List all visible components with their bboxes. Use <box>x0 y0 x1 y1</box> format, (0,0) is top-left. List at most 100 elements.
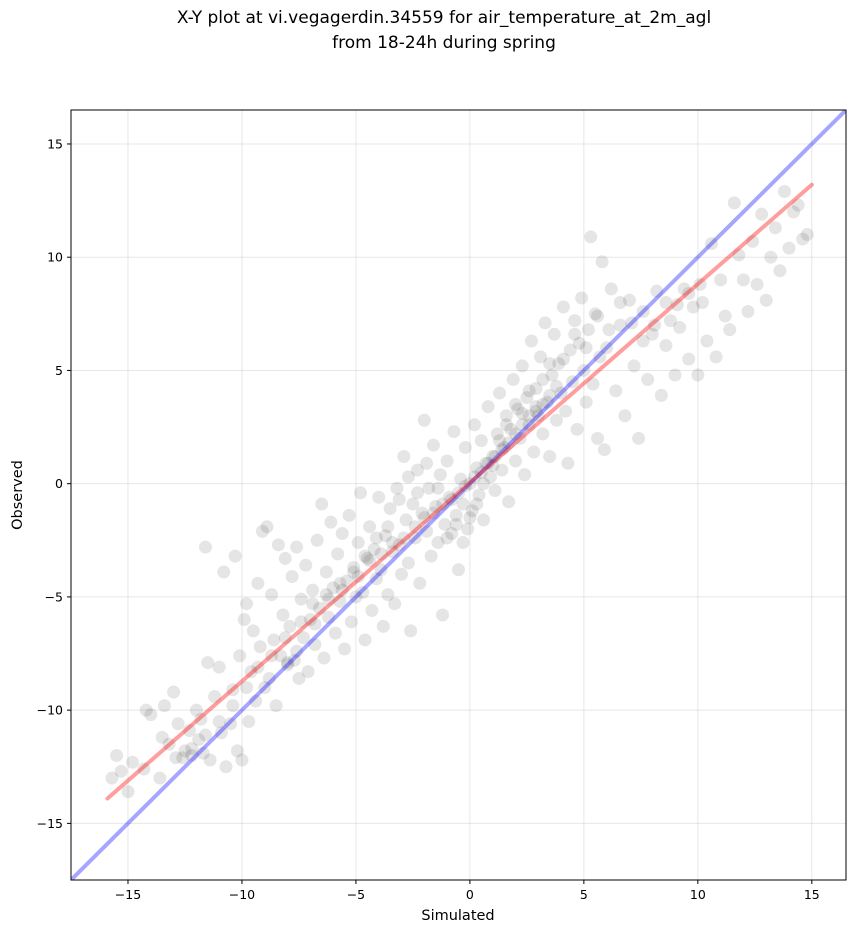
scatter-point-116 <box>420 524 434 538</box>
scatter-point-165 <box>531 409 545 423</box>
scatter-point-248 <box>385 536 399 550</box>
scatter-point-284 <box>543 357 557 371</box>
scatter-point-164 <box>529 382 543 396</box>
scatter-point-244 <box>335 583 349 597</box>
scatter-point-23 <box>201 656 215 670</box>
scatter-point-8 <box>153 771 167 785</box>
scatter-point-207 <box>654 388 668 402</box>
scatter-point-133 <box>458 440 472 454</box>
scatter-point-147 <box>490 427 504 441</box>
scatter-point-224 <box>732 248 746 262</box>
scatter-point-4 <box>126 755 140 769</box>
scatter-point-290 <box>381 520 395 534</box>
scatter-point-294 <box>333 576 347 590</box>
scatter-point-308 <box>568 327 582 341</box>
scatter-point-302 <box>226 699 240 713</box>
scatter-point-269 <box>550 379 564 393</box>
scatter-point-246 <box>363 554 377 568</box>
scatter-point-197 <box>609 384 623 398</box>
scatter-point-122 <box>433 468 447 482</box>
scatter-point-304 <box>198 728 212 742</box>
scatter-point-172 <box>547 327 561 341</box>
scatter-point-132 <box>456 497 470 511</box>
scatter-point-261 <box>495 443 509 457</box>
scatter-point-266 <box>529 404 543 418</box>
scatter-point-263 <box>508 427 522 441</box>
scatter-point-179 <box>563 343 577 357</box>
scatter-point-232 <box>768 221 782 235</box>
scatter-point-63 <box>299 558 313 572</box>
scatter-point-280 <box>515 406 529 420</box>
scatter-point-274 <box>470 497 484 511</box>
scatter-point-106 <box>397 450 411 463</box>
scatter-point-35 <box>235 753 249 767</box>
scatter-point-319 <box>693 277 707 291</box>
scatter-point-180 <box>565 375 579 389</box>
scatter-point-259 <box>481 456 495 470</box>
x-tick-label-4: 5 <box>580 887 588 902</box>
scatter-point-117 <box>422 481 436 495</box>
scatter-point-267 <box>536 397 550 411</box>
scatter-point-33 <box>230 744 244 758</box>
scatter-point-307 <box>556 352 570 366</box>
y-tick-label-6: 15 <box>47 136 63 151</box>
scatter-point-153 <box>504 422 518 436</box>
scatter-point-76 <box>328 626 342 640</box>
scatter-point-88 <box>356 585 370 599</box>
scatter-point-173 <box>550 413 564 427</box>
scatter-point-192 <box>593 350 607 364</box>
scatter-point-241 <box>290 644 304 658</box>
scatter-point-109 <box>404 624 418 638</box>
scatter-point-295 <box>319 588 333 602</box>
scatter-point-298 <box>278 631 292 645</box>
scatter-point-89 <box>358 633 372 647</box>
scatter-point-209 <box>663 314 677 328</box>
scatter-point-281 <box>522 384 536 398</box>
scatter-point-314 <box>636 334 650 348</box>
scatter-point-86 <box>351 536 365 550</box>
scatter-point-225 <box>736 273 750 287</box>
chart-subtitle: from 18-24h during spring <box>332 33 556 53</box>
scatter-point-103 <box>390 481 404 495</box>
scatter-point-175 <box>554 386 568 400</box>
scatter-point-155 <box>508 454 522 468</box>
scatter-point-135 <box>463 477 477 491</box>
scatter-point-110 <box>406 497 420 511</box>
scatter-point-228 <box>750 277 764 291</box>
scatter-point-32 <box>228 549 242 563</box>
scatter-point-167 <box>536 427 550 441</box>
scatter-point-182 <box>570 422 584 436</box>
scatter-point-238 <box>796 232 810 246</box>
scatter-point-202 <box>632 431 646 445</box>
scatter-point-277 <box>493 434 507 448</box>
x-tick-label-0: −15 <box>115 887 141 902</box>
scatter-point-51 <box>271 538 285 552</box>
scatter-point-13 <box>171 717 185 731</box>
y-tick-label-4: 5 <box>55 363 63 378</box>
scatter-point-275 <box>477 477 491 491</box>
scatter-point-27 <box>214 726 228 740</box>
scatter-point-138 <box>470 461 484 475</box>
scatter-point-163 <box>527 445 541 459</box>
scatter-point-250 <box>408 520 422 534</box>
scatter-point-214 <box>686 300 700 314</box>
scatter-point-291 <box>369 531 383 545</box>
scatter-point-312 <box>613 296 627 309</box>
scatter-point-218 <box>705 237 719 251</box>
scatter-point-68 <box>310 533 324 547</box>
scatter-point-200 <box>622 293 636 307</box>
scatter-point-286 <box>420 456 434 470</box>
scatter-point-15 <box>178 744 192 758</box>
scatter-point-72 <box>319 565 333 579</box>
scatter-point-119 <box>426 438 440 452</box>
scatter-point-283 <box>536 373 550 386</box>
scatter-point-243 <box>322 592 336 606</box>
scatter-point-253 <box>436 497 450 511</box>
scatter-point-206 <box>650 284 664 298</box>
scatter-point-299 <box>265 649 279 663</box>
y-tick-label-5: 10 <box>47 250 63 265</box>
scatter-point-99 <box>381 588 395 602</box>
scatter-point-21 <box>196 746 210 760</box>
scatter-point-212 <box>677 282 691 296</box>
scatter-point-19 <box>192 733 206 747</box>
